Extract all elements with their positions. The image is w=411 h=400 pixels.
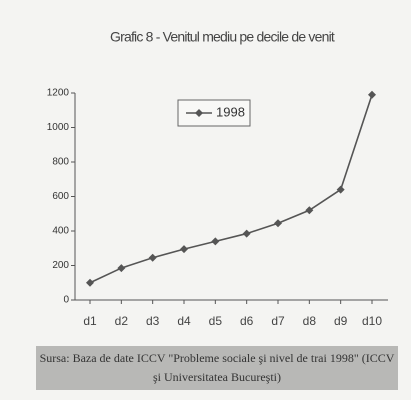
x-tick-label: d10 [362,314,382,328]
x-tick-label: d4 [177,314,191,328]
x-tick-label: d3 [146,314,160,328]
y-tick-label: 1000 [47,122,70,133]
x-tick-label: d7 [271,314,285,328]
marker [242,229,251,238]
chart-title: Grafic 8 - Venitul mediu pe decile de ve… [110,29,335,45]
x-tick-label: d8 [303,314,317,328]
marker [148,253,157,262]
source-note: Sursa: Baza de date ICCV "Probleme socia… [36,346,398,390]
y-tick-label: 600 [52,191,69,202]
chart: Grafic 8 - Venitul mediu pe decile de ve… [47,29,388,328]
y-tick-label: 200 [52,260,69,271]
marker [86,278,94,287]
x-tick-label: d6 [240,314,254,328]
marker [305,206,314,215]
marker [117,264,126,273]
marker [211,237,220,246]
y-tick-label: 0 [63,295,69,306]
x-tick-label: d5 [209,314,223,328]
series-line [89,94,373,284]
legend-label: 1998 [216,104,245,119]
marker [368,90,376,99]
y-tick-label: 800 [52,157,69,168]
x-tick-label: d2 [115,314,129,328]
y-tick-label: 400 [52,226,69,237]
marker [180,245,188,254]
legend-marker [195,109,203,117]
x-tick-label: d1 [83,314,97,328]
y-tick-label: 1200 [47,88,70,99]
x-tick-label: d9 [334,314,348,328]
marker [336,185,345,194]
marker [274,219,282,228]
